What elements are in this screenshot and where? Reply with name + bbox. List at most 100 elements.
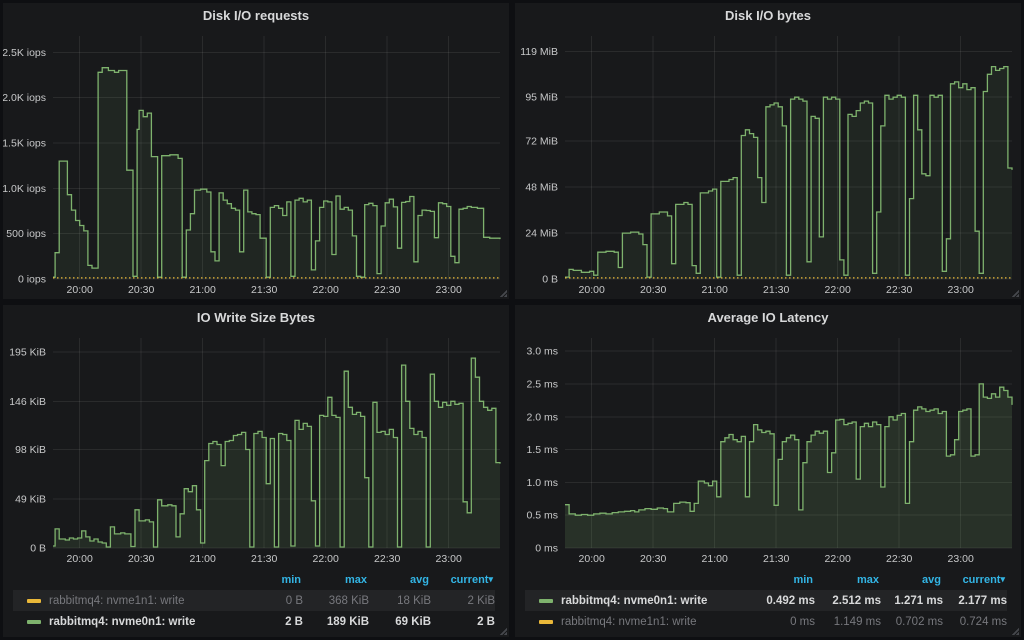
svg-text:23:00: 23:00	[436, 284, 462, 296]
svg-text:20:30: 20:30	[640, 553, 666, 565]
legend-sort-max[interactable]: max	[303, 574, 369, 586]
svg-text:20:30: 20:30	[640, 284, 666, 296]
legend-sort-avg[interactable]: avg	[369, 574, 431, 586]
panel-io-write-size-bytes: IO Write Size Bytes 20:00 20:30 21:00 21:30…	[3, 305, 509, 637]
svg-text:23:00: 23:00	[948, 284, 974, 296]
legend-min-value: 0 ms	[790, 615, 815, 628]
svg-text:21:30: 21:30	[763, 553, 789, 565]
legend-sort-current[interactable]: current▾	[943, 574, 1007, 586]
svg-text:48 MiB: 48 MiB	[525, 182, 558, 194]
svg-text:20:00: 20:00	[67, 284, 93, 296]
chart-area: 20:00 20:30 21:00 21:30 22:00 22:30 23:00 0 B 49…	[3, 331, 509, 568]
timeseries-graph-disk-io-requests[interactable]: 20:00 20:30 21:00 21:30 22:00 22:30 23:00 0 iop…	[3, 29, 509, 299]
timeseries-graph-disk-io-bytes[interactable]: 20:00 20:30 21:00 21:30 22:00 22:30 23:00 0 B 24…	[515, 29, 1021, 299]
panel-title-disk-io-bytes[interactable]: Disk I/O bytes	[725, 8, 811, 23]
svg-text:72 MiB: 72 MiB	[525, 136, 558, 148]
timeseries-graph-average-io-latency[interactable]: 20:00 20:30 21:00 21:30 22:00 22:30 23:00 0 ms 0…	[515, 331, 1021, 568]
legend-table: min max avg current▾ rabbitmq4: nvme0n1:…	[515, 568, 1021, 637]
series-color-swatch-icon[interactable]	[539, 598, 553, 603]
svg-text:95 MiB: 95 MiB	[525, 92, 558, 104]
legend-series-label[interactable]: rabbitmq4: nvme1n1: write	[561, 615, 697, 628]
svg-text:20:00: 20:00	[67, 553, 93, 565]
svg-text:21:00: 21:00	[190, 553, 216, 565]
legend-current-value: 0.724 ms	[959, 615, 1007, 628]
legend-sort-current-label: current	[962, 573, 1001, 586]
panel-average-io-latency: Average IO Latency 20:00 20:30 21:00 21:30 2…	[515, 305, 1021, 637]
svg-text:1.0K iops: 1.0K iops	[3, 183, 46, 195]
legend-sort-avg[interactable]: avg	[881, 574, 943, 586]
svg-text:0 B: 0 B	[30, 543, 46, 555]
svg-text:2.5K iops: 2.5K iops	[3, 47, 46, 59]
legend-avg-value: 1.271 ms	[894, 594, 943, 607]
legend-avg-value: 18 KiB	[397, 594, 431, 607]
legend-min-value: 2 B	[285, 615, 303, 628]
legend-series-toggle[interactable]: rabbitmq4: nvme1n1: write	[525, 616, 757, 628]
svg-text:20:30: 20:30	[128, 284, 154, 296]
legend-series-label[interactable]: rabbitmq4: nvme1n1: write	[49, 594, 185, 607]
sort-caret-icon: ▾	[488, 573, 493, 584]
legend-current-value: 2.177 ms	[958, 594, 1007, 607]
legend-avg-value: 69 KiB	[395, 615, 431, 628]
svg-text:500 iops: 500 iops	[6, 228, 46, 240]
chart-area: 20:00 20:30 21:00 21:30 22:00 22:30 23:00 0 B 24…	[515, 29, 1021, 299]
legend-sort-current[interactable]: current▾	[431, 574, 495, 586]
legend-header-row: min max avg current▾	[525, 569, 1007, 590]
legend-row-nvme0n1: rabbitmq4: nvme0n1: write 2 B 189 KiB 69…	[13, 611, 495, 632]
legend-sort-current-label: current	[450, 573, 489, 586]
svg-text:22:00: 22:00	[825, 284, 851, 296]
legend-current-value: 2 B	[477, 615, 495, 628]
svg-text:22:30: 22:30	[886, 553, 912, 565]
svg-text:21:30: 21:30	[763, 284, 789, 296]
legend-row-nvme1n1: rabbitmq4: nvme1n1: write 0 B 368 KiB 18…	[13, 590, 495, 611]
panel-resize-handle[interactable]	[1011, 289, 1019, 297]
svg-text:0 iops: 0 iops	[18, 274, 46, 286]
legend-max-value: 1.149 ms	[833, 615, 881, 628]
svg-text:98 KiB: 98 KiB	[15, 444, 46, 456]
panel-title-io-write-size-bytes[interactable]: IO Write Size Bytes	[196, 310, 316, 325]
legend-sort-max[interactable]: max	[815, 574, 881, 586]
legend-series-toggle[interactable]: rabbitmq4: nvme0n1: write	[13, 616, 245, 628]
legend-row-nvme1n1: rabbitmq4: nvme1n1: write 0 ms 1.149 ms …	[525, 611, 1007, 632]
svg-text:146 KiB: 146 KiB	[9, 396, 46, 408]
series-color-swatch-icon[interactable]	[539, 619, 553, 624]
legend-series-label[interactable]: rabbitmq4: nvme0n1: write	[561, 594, 708, 607]
panel-resize-handle[interactable]	[499, 627, 507, 635]
legend-sort-min[interactable]: min	[245, 574, 303, 586]
legend-series-label[interactable]: rabbitmq4: nvme0n1: write	[49, 615, 196, 628]
legend-avg-value: 0.702 ms	[895, 615, 943, 628]
svg-text:23:00: 23:00	[948, 553, 974, 565]
legend-series-toggle[interactable]: rabbitmq4: nvme1n1: write	[13, 595, 245, 607]
svg-text:119 MiB: 119 MiB	[520, 46, 558, 58]
legend-series-toggle[interactable]: rabbitmq4: nvme0n1: write	[525, 595, 757, 607]
panel-disk-io-bytes: Disk I/O bytes 20:00 20:30 21:00 21:30 22:00…	[515, 3, 1021, 299]
legend-max-value: 2.512 ms	[832, 594, 881, 607]
svg-text:0 ms: 0 ms	[535, 543, 558, 555]
legend-max-value: 368 KiB	[328, 594, 369, 607]
svg-text:2.0K iops: 2.0K iops	[3, 92, 46, 104]
svg-text:23:00: 23:00	[436, 553, 462, 565]
svg-text:22:00: 22:00	[313, 284, 339, 296]
svg-text:3.0 ms: 3.0 ms	[526, 346, 558, 358]
series-color-swatch-icon[interactable]	[27, 598, 41, 603]
svg-text:22:00: 22:00	[825, 553, 851, 565]
panel-title-average-io-latency[interactable]: Average IO Latency	[707, 310, 829, 325]
svg-text:22:30: 22:30	[374, 284, 400, 296]
svg-text:1.5K iops: 1.5K iops	[3, 138, 46, 150]
panel-title-disk-io-requests[interactable]: Disk I/O requests	[202, 8, 310, 23]
svg-text:21:00: 21:00	[190, 284, 216, 296]
svg-text:2.0 ms: 2.0 ms	[526, 411, 558, 423]
panel-disk-io-requests: Disk I/O requests 20:00 20:30 21:00 21:30 22…	[3, 3, 509, 299]
svg-text:24 MiB: 24 MiB	[525, 228, 558, 240]
legend-sort-min[interactable]: min	[757, 574, 815, 586]
timeseries-graph-io-write-size[interactable]: 20:00 20:30 21:00 21:30 22:00 22:30 23:00 0 B 49…	[3, 331, 509, 568]
legend-header-row: min max avg current▾	[13, 569, 495, 590]
svg-text:21:30: 21:30	[251, 553, 277, 565]
series-color-swatch-icon[interactable]	[27, 619, 41, 624]
panel-resize-handle[interactable]	[499, 289, 507, 297]
legend-table: min max avg current▾ rabbitmq4: nvme1n1:…	[3, 568, 509, 637]
svg-text:21:00: 21:00	[702, 284, 728, 296]
svg-text:0 B: 0 B	[542, 274, 558, 286]
legend-min-value: 0 B	[285, 594, 303, 607]
panel-resize-handle[interactable]	[1011, 627, 1019, 635]
